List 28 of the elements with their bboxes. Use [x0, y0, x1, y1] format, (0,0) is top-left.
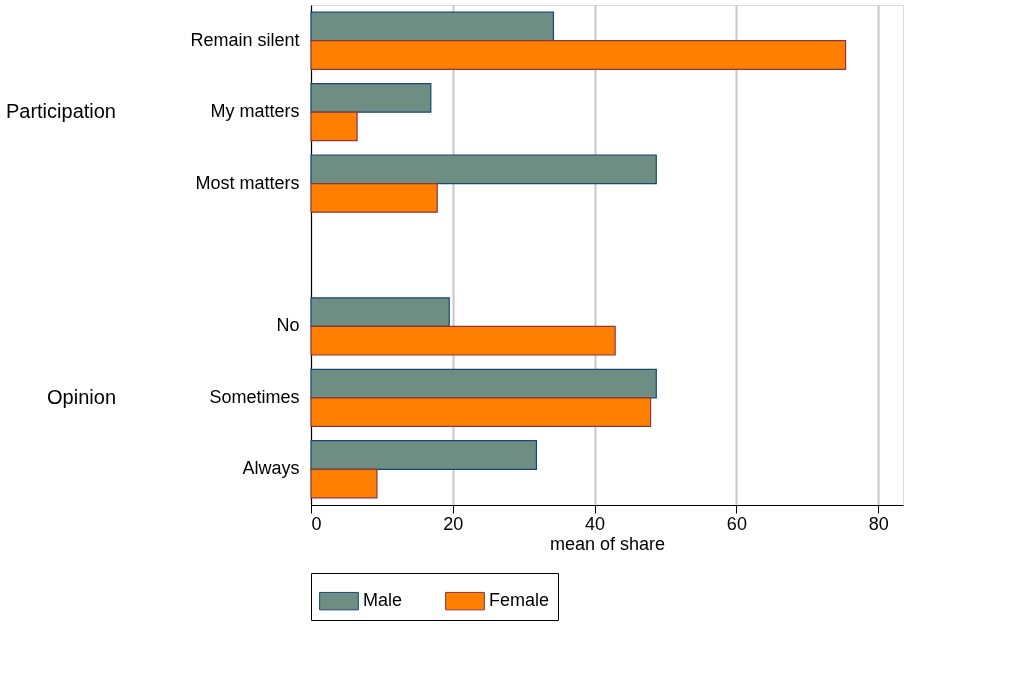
bar: [310, 297, 450, 328]
y-tick-label: Always: [242, 458, 300, 479]
bar: [310, 82, 432, 113]
y-tick-label: No: [276, 315, 300, 336]
x-axis-title: mean of share: [549, 533, 666, 554]
x-tick-label: 40: [585, 513, 606, 534]
bar: [310, 325, 616, 356]
bar: [310, 182, 438, 213]
y-tick-label: Sometimes: [209, 386, 300, 407]
text: Opinion: [47, 385, 116, 408]
x-tick-label: 60: [726, 513, 747, 534]
y-tick-label: Remain silent: [190, 29, 300, 50]
x-tick-label: 80: [868, 513, 889, 534]
x-tick-label: 20: [443, 513, 464, 534]
bar: [310, 397, 652, 428]
bar: [310, 154, 657, 185]
text: Participation: [5, 100, 116, 123]
bar: [310, 40, 847, 70]
y-tick-label: My matters: [210, 101, 300, 122]
bar: [310, 368, 657, 399]
legend-label: Male: [363, 590, 403, 611]
legend-label: Female: [489, 590, 550, 611]
bar: [310, 111, 358, 142]
bar: [310, 440, 538, 470]
bar: [310, 468, 378, 499]
y-tick-label: Most matters: [195, 172, 300, 193]
x-tick-label: 0: [311, 513, 322, 534]
bar: [310, 11, 555, 42]
